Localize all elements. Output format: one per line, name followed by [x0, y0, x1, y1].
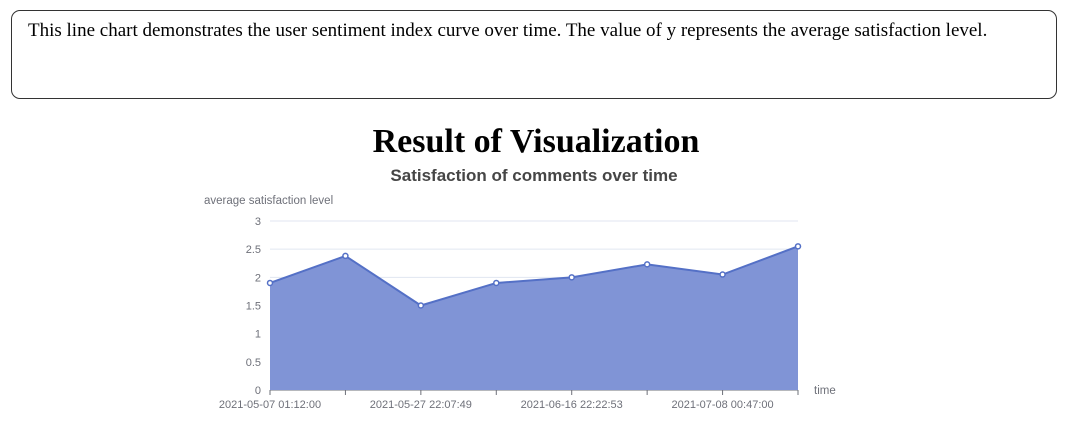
x-tick-label: 2021-05-07 01:12:00: [219, 399, 321, 411]
y-tick-label: 0: [255, 385, 261, 397]
page-title: Result of Visualization: [372, 123, 700, 160]
data-points: [266, 243, 802, 309]
y-tick-label: 1: [255, 329, 261, 341]
data-point[interactable]: [643, 261, 651, 268]
line-series: [269, 245, 799, 307]
x-axis-label: time: [814, 385, 836, 397]
y-tick-label: 0.5: [246, 357, 261, 369]
line-chart: Satisfaction of comments over time avera…: [204, 166, 836, 411]
data-point[interactable]: [266, 279, 274, 287]
chart-title: Satisfaction of comments over time: [390, 166, 677, 185]
y-axis-ticks: 0 0.5 1 1.5 2 2.5 3: [246, 216, 261, 397]
x-tick-label: 2021-06-16 22:22:53: [521, 399, 623, 411]
area-series: [270, 246, 798, 390]
data-point[interactable]: [417, 302, 425, 309]
data-point[interactable]: [794, 243, 802, 250]
y-tick-label: 1.5: [246, 301, 261, 313]
x-tick-label: 2021-07-08 00:47:00: [671, 399, 773, 411]
description-text: This line chart demonstrates the user se…: [28, 20, 988, 41]
description-box: This line chart demonstrates the user se…: [11, 10, 1057, 99]
data-point[interactable]: [493, 279, 500, 287]
data-point[interactable]: [342, 252, 349, 260]
x-axis-ticks: 2021-05-07 01:12:00 2021-05-27 22:07:49 20…: [219, 390, 799, 411]
y-tick-label: 2.5: [246, 244, 261, 256]
data-point[interactable]: [719, 271, 726, 278]
x-tick-label: 2021-05-27 22:07:49: [370, 399, 472, 411]
series-line: [269, 245, 799, 307]
y-tick-label: 2: [255, 272, 261, 284]
area-fill: [270, 246, 798, 390]
y-tick-label: 3: [255, 216, 261, 228]
chart-container: Satisfaction of comments over time avera…: [0, 160, 1072, 443]
y-axis-label: average satisfaction level: [204, 195, 333, 207]
data-point[interactable]: [568, 274, 575, 281]
